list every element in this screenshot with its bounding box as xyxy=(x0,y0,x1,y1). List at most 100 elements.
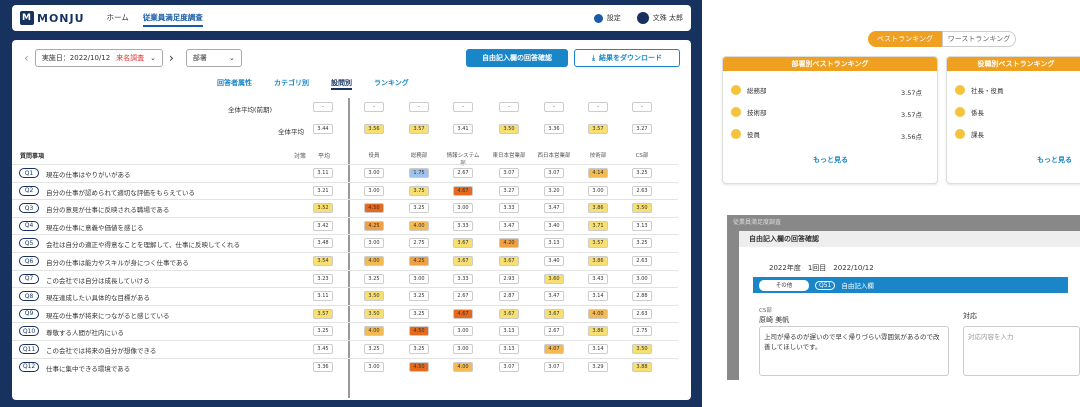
question-tag[interactable]: Q3 xyxy=(19,203,39,214)
tab-respondent[interactable]: 回答者属性 xyxy=(217,79,252,87)
score-cell: 3.60 xyxy=(544,273,564,284)
question-tag[interactable]: Q4 xyxy=(19,220,39,231)
score-cell: 3.86 xyxy=(588,256,608,266)
row-divider xyxy=(12,340,678,341)
row-divider xyxy=(12,199,678,201)
question-tag[interactable]: Q1 xyxy=(19,168,39,178)
score-cell: 3.47 xyxy=(544,203,564,214)
score-cell: 3.00 xyxy=(453,203,473,214)
dept-select[interactable]: 部署 ⌄ xyxy=(185,49,242,67)
score-cell: 3.67 xyxy=(499,256,519,266)
score-cell: 3.41 xyxy=(453,124,473,134)
row-divider xyxy=(12,164,678,165)
question-tag[interactable]: Q6 xyxy=(19,256,39,266)
tab-question[interactable]: 設問別 xyxy=(331,78,352,90)
row-divider xyxy=(12,357,678,359)
score-cell: 4.00 xyxy=(364,256,384,266)
tab-ranking[interactable]: ランキング xyxy=(374,79,409,87)
score-cell: 3.44 xyxy=(313,124,333,134)
score-cell: 3.33 xyxy=(453,273,473,284)
more-link[interactable]: もっと見る xyxy=(813,156,848,164)
nav-home[interactable]: ホーム xyxy=(106,12,129,22)
question-tag[interactable]: Q12 xyxy=(19,361,39,372)
user-menu[interactable]: 文殊 太郎 xyxy=(636,12,683,24)
score-cell: 3.43 xyxy=(588,273,608,284)
score-cell: 3.00 xyxy=(364,361,384,372)
breadcrumb: 従業員満足度調査 xyxy=(733,219,782,226)
question-text: 自分の仕事は能力やスキルが身につく仕事である xyxy=(46,259,189,267)
question-tag[interactable]: Q2 xyxy=(19,185,39,196)
comment-box: 上司が帰るのが遅いので早く帰りづらい雰囲気があるので改善してほしいです。 xyxy=(759,326,949,376)
question-tag[interactable]: Q9 xyxy=(19,308,39,319)
question-text: 自分の仕事が認められて適切な評価をもらえている xyxy=(46,188,195,197)
score-cell: 3.07 xyxy=(499,168,519,178)
score-cell: 3.57 xyxy=(313,308,333,319)
score-cell: 3.33 xyxy=(499,203,519,214)
score-cell: 3.25 xyxy=(409,203,429,214)
category-pill[interactable]: その他 xyxy=(759,279,809,291)
user-icon xyxy=(636,12,649,24)
rank-value: 3.57点 xyxy=(901,89,922,97)
rank-row: 係長 xyxy=(955,107,984,117)
score-cell: 4.00 xyxy=(409,220,429,231)
score-cell: 3.29 xyxy=(588,361,608,372)
score-cell: 3.13 xyxy=(544,238,564,249)
score-cell: 3.47 xyxy=(544,291,564,302)
score-cell: 3.25 xyxy=(313,326,333,337)
chevron-down-icon: ⌄ xyxy=(228,54,235,62)
main-nav: ホーム 従業員満足度調査 xyxy=(107,10,203,27)
question-text: この会社では将来の自分が想像できる xyxy=(46,347,157,355)
download-icon: ⤓ xyxy=(591,53,596,62)
more-link[interactable]: もっと見る xyxy=(1037,156,1072,164)
score-cell: 3.00 xyxy=(364,238,384,249)
score-cell: 4.25 xyxy=(364,220,384,231)
question-text: 現在の仕事に意義や価値を感じる xyxy=(46,223,144,232)
score-cell: 3.07 xyxy=(544,168,564,178)
response-label: 対応 xyxy=(963,312,977,320)
score-cell: 2.93 xyxy=(499,273,519,284)
question-tag[interactable]: Q5 xyxy=(19,238,39,249)
score-cell: 3.56 xyxy=(364,124,384,134)
prev-arrow-icon[interactable]: ‹ xyxy=(24,51,29,65)
medal-icon xyxy=(731,107,741,117)
ranking-and-modal: ベストランキング ワーストランキング 部署別ベストランキング 総務部 3.57点… xyxy=(702,0,1080,407)
medal-icon xyxy=(731,85,741,95)
dept-col-header: 西日本営業部 xyxy=(537,153,571,159)
answer-dept: CS部 xyxy=(759,308,772,314)
rank-value: 3.56点 xyxy=(901,133,922,141)
question-tag[interactable]: Q7 xyxy=(19,273,39,284)
score-cell: 2.67 xyxy=(544,326,564,337)
tab-best[interactable]: ベストランキング xyxy=(868,31,942,47)
score-cell: 3.25 xyxy=(364,273,384,284)
tab-category[interactable]: カテゴリ別 xyxy=(274,79,309,87)
score-cell: 3.11 xyxy=(313,291,333,302)
tab-worst[interactable]: ワーストランキング xyxy=(942,31,1016,47)
settings-button[interactable]: 設定 xyxy=(593,13,621,23)
answer-name: 原崎 美帆 xyxy=(759,316,790,324)
score-cell: 4.50 xyxy=(409,361,429,372)
score-cell: - xyxy=(544,102,564,112)
question-tag[interactable]: Q10 xyxy=(19,326,39,337)
rank-value: 3.57点 xyxy=(901,111,922,119)
score-cell: 3.57 xyxy=(588,124,608,134)
score-cell: 3.42 xyxy=(313,220,333,231)
score-cell: 4.67 xyxy=(453,185,473,196)
column-divider[interactable] xyxy=(348,98,350,398)
question-col-header[interactable]: 質問事項 xyxy=(20,153,45,160)
nav-survey[interactable]: 従業員満足度調査 xyxy=(142,10,203,27)
next-arrow-icon[interactable]: › xyxy=(169,51,174,65)
score-cell: 3.52 xyxy=(313,203,333,214)
score-cell: 1.75 xyxy=(409,168,429,178)
answer-check-button[interactable]: 自由記入欄の回答確認 xyxy=(466,49,568,67)
score-cell: 3.25 xyxy=(409,291,429,302)
score-cell: 3.40 xyxy=(544,220,564,231)
question-tag[interactable]: Q8 xyxy=(19,291,39,302)
date-select[interactable]: 実施日：2022/10/12 来名調査 ⌄ xyxy=(34,49,164,67)
response-input[interactable]: 対応内容を入力 xyxy=(963,326,1080,376)
download-button[interactable]: ⤓ 結果をダウンロード xyxy=(574,49,680,67)
score-cell: - xyxy=(313,102,333,112)
question-tag[interactable]: Q11 xyxy=(19,344,39,354)
score-cell: 3.45 xyxy=(313,344,333,354)
score-cell: 3.57 xyxy=(409,124,429,134)
